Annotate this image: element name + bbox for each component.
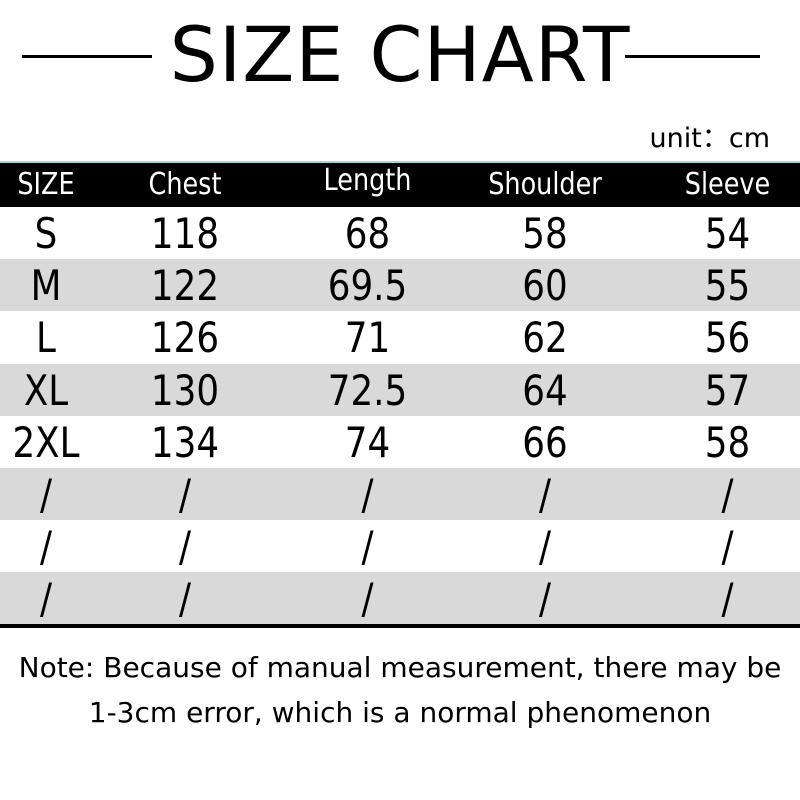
table-row: / / / / / — [0, 572, 800, 625]
cell-sleeve: / — [721, 522, 734, 572]
table-row: M 122 69.5 60 55 — [0, 259, 800, 312]
cell-size: XL — [23, 365, 69, 415]
table-bottom-rule — [0, 624, 800, 628]
cell-sleeve: 55 — [704, 261, 751, 311]
cell-length: / — [361, 574, 374, 624]
cell-shoulder: / — [538, 574, 552, 624]
table-row: / / / / / — [0, 468, 800, 520]
cell-size: 2XL — [12, 417, 80, 467]
cell-chest: 134 — [150, 417, 220, 467]
title-line-left — [22, 55, 152, 58]
cell-shoulder: 62 — [522, 313, 568, 363]
header-length: Length — [323, 163, 412, 198]
cell-length: 68 — [344, 209, 391, 258]
note-line-1: Note: Because of manual measurement, the… — [18, 651, 782, 684]
note-line-2: 1-3cm error, which is a normal phenomeno… — [88, 696, 712, 729]
header-shoulder: Shoulder — [488, 167, 602, 202]
unit-label: unit：cm — [649, 123, 770, 154]
cell-sleeve: 58 — [704, 417, 751, 467]
cell-chest: 126 — [150, 313, 220, 363]
cell-size: M — [30, 261, 62, 311]
cell-size: S — [34, 209, 58, 258]
title-line-right — [625, 55, 760, 58]
cell-chest: / — [178, 574, 192, 624]
cell-shoulder: 60 — [522, 261, 568, 311]
cell-shoulder: 64 — [522, 365, 568, 415]
table-row: L 126 71 62 56 — [0, 311, 800, 363]
cell-size: / — [39, 522, 53, 572]
cell-shoulder: 66 — [522, 417, 568, 467]
table-row: 2XL 134 74 66 58 — [0, 416, 800, 468]
cell-chest: / — [178, 470, 192, 519]
cell-length: / — [361, 470, 374, 519]
cell-size: L — [36, 313, 56, 363]
header-accent-line — [0, 161, 800, 164]
cell-sleeve: / — [721, 470, 734, 519]
cell-size: / — [39, 470, 53, 519]
cell-shoulder: / — [538, 470, 552, 519]
cell-length: / — [361, 522, 374, 572]
cell-chest: 130 — [150, 365, 220, 415]
cell-chest: 122 — [150, 261, 220, 311]
table-row: S 118 68 58 54 — [0, 207, 800, 259]
header-chest: Chest — [148, 167, 222, 202]
cell-chest: / — [178, 522, 192, 572]
table-row: / / / / / — [0, 520, 800, 572]
cell-length: 74 — [344, 417, 391, 467]
table-row: XL 130 72.5 64 57 — [0, 363, 800, 416]
page-title: SIZE CHART — [169, 10, 631, 99]
cell-sleeve: / — [721, 574, 734, 624]
cell-shoulder: / — [538, 522, 552, 572]
note: Note: Because of manual measurement, the… — [0, 645, 800, 735]
table-header: SIZE Chest Length Shoulder Sleeve — [0, 163, 800, 207]
cell-length: 72.5 — [327, 365, 408, 415]
header-size: SIZE — [17, 167, 75, 202]
cell-length: 71 — [344, 313, 391, 363]
cell-sleeve: 56 — [704, 313, 751, 363]
cell-shoulder: 58 — [522, 209, 568, 258]
cell-sleeve: 54 — [704, 209, 751, 258]
header-sleeve: Sleeve — [684, 167, 771, 202]
cell-chest: 118 — [150, 209, 220, 258]
cell-length: 69.5 — [327, 261, 408, 311]
cell-sleeve: 57 — [704, 365, 751, 415]
cell-size: / — [39, 574, 53, 624]
